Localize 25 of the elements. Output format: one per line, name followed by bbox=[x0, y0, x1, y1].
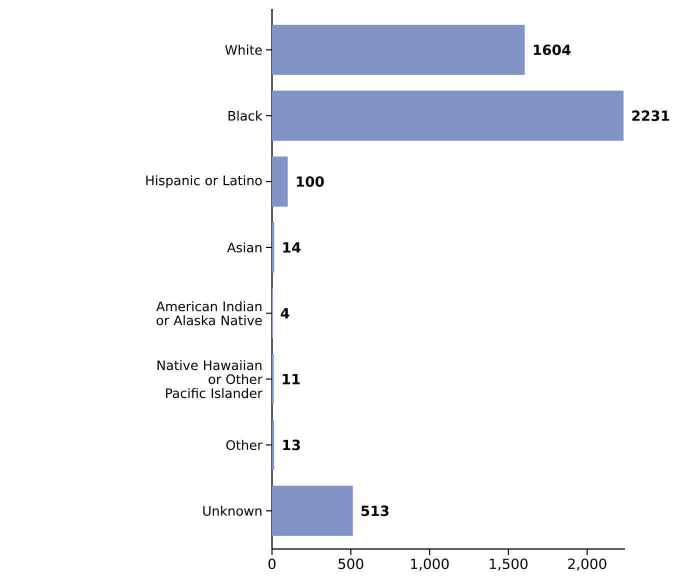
y-tick-label: Unknown bbox=[203, 506, 262, 516]
y-tick-label: Other bbox=[226, 440, 262, 450]
data-label: 11 bbox=[282, 374, 300, 384]
y-tick-label: White bbox=[225, 44, 262, 55]
data-label: 1604 bbox=[534, 44, 571, 56]
bar bbox=[272, 90, 624, 141]
y-tick-label: Hispanic or Latino bbox=[146, 175, 262, 188]
data-label: 14 bbox=[283, 242, 301, 252]
bar bbox=[272, 24, 525, 75]
x-tick-label: 1,000 bbox=[411, 558, 449, 571]
data-label: 513 bbox=[361, 506, 388, 516]
x-tick-label: 0 bbox=[268, 558, 276, 570]
bar bbox=[272, 486, 353, 536]
bar bbox=[272, 156, 288, 207]
y-tick-label: Black bbox=[228, 110, 262, 121]
x-tick-label: 2,000 bbox=[568, 558, 606, 571]
data-label: 13 bbox=[283, 440, 300, 450]
x-tick-label: 500 bbox=[338, 558, 364, 570]
data-label: 100 bbox=[296, 176, 324, 187]
x-tick-label: 1,500 bbox=[490, 558, 528, 571]
data-label: 4 bbox=[280, 308, 290, 318]
y-tick-label: American Indian or Alaska Native bbox=[156, 301, 262, 326]
y-tick-label: Asian bbox=[227, 242, 262, 252]
y-tick-label: Native Hawaiian or Other Pacific Islander bbox=[158, 360, 262, 398]
data-label: 2231 bbox=[632, 110, 670, 121]
